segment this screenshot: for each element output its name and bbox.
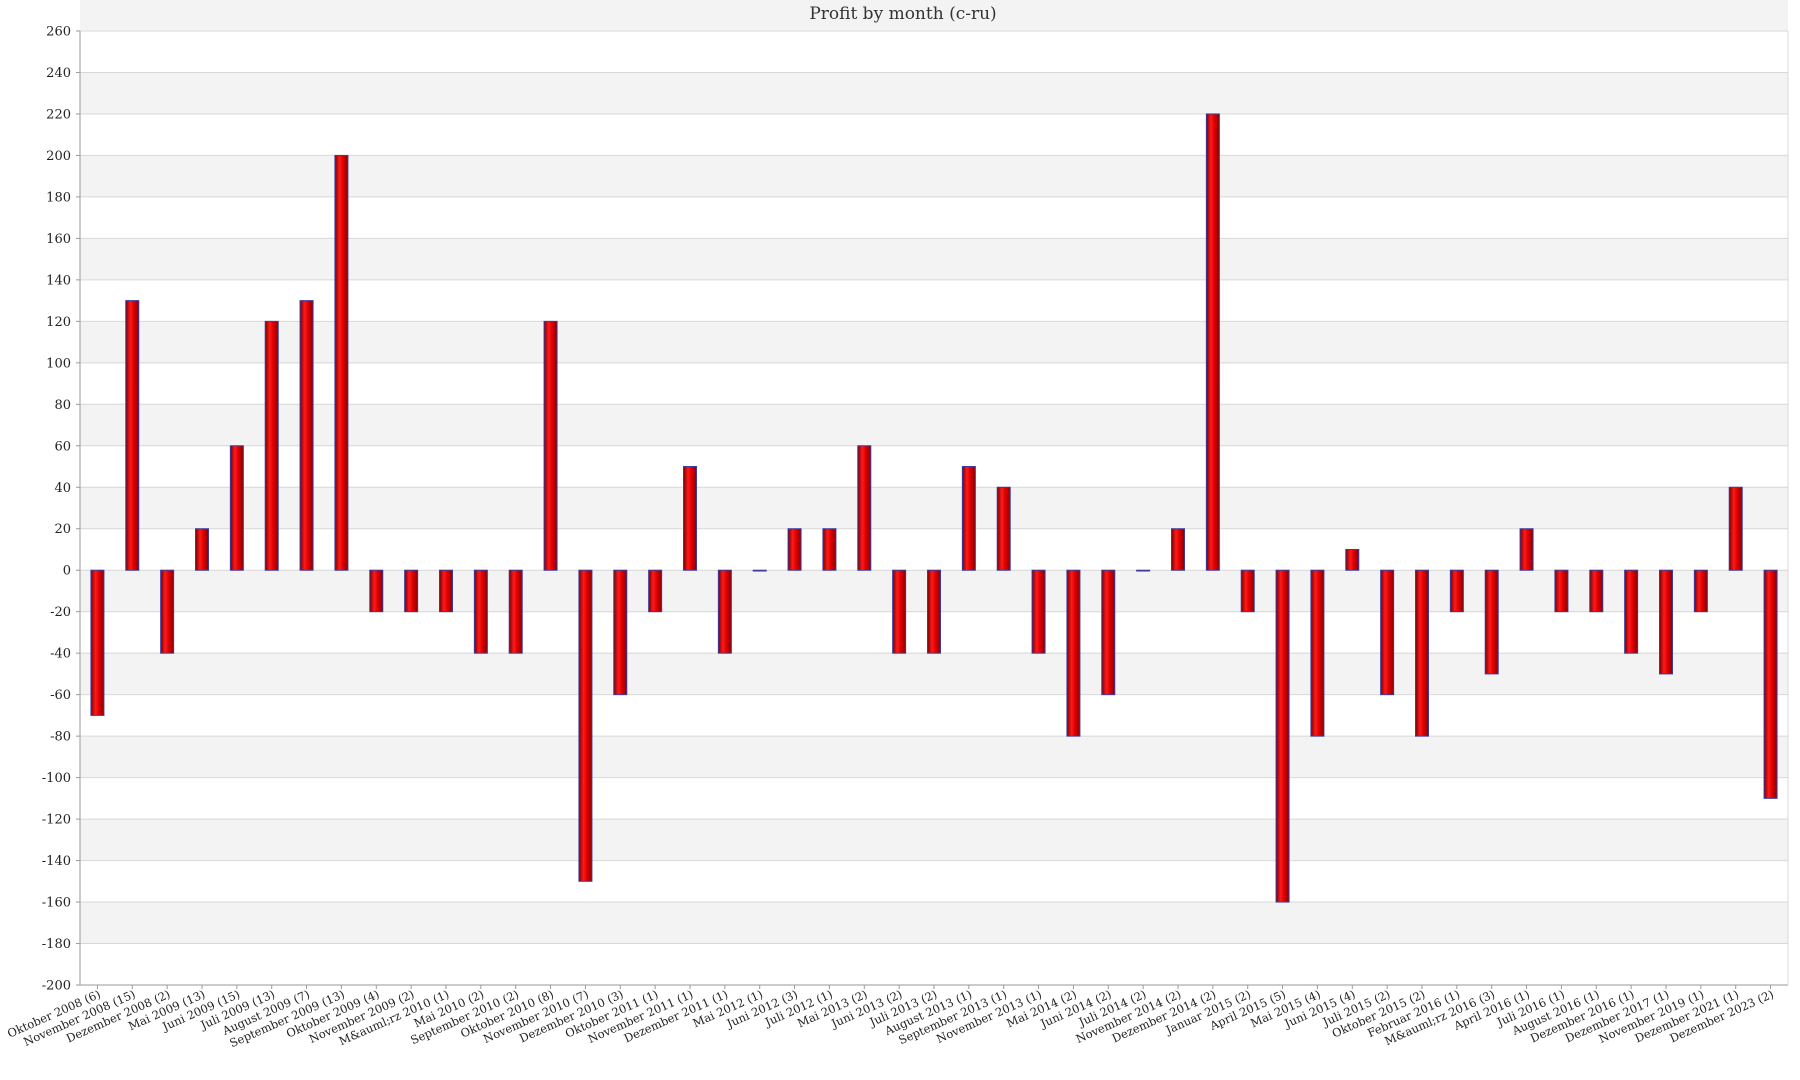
- y-tick-label: -80: [50, 730, 71, 745]
- bar: [369, 569, 384, 613]
- y-tick-label: -140: [42, 854, 71, 869]
- background-band: [80, 404, 1788, 446]
- background-band: [80, 321, 1788, 363]
- y-tick-label: 40: [54, 481, 71, 496]
- bar: [1066, 569, 1081, 737]
- bar: [648, 569, 663, 613]
- y-tick-label: 160: [46, 232, 71, 247]
- bar: [1659, 569, 1673, 675]
- bar: [439, 569, 453, 613]
- background-band: [80, 72, 1788, 114]
- bar: [473, 569, 488, 654]
- bar: [927, 569, 941, 654]
- y-tick-label: 240: [46, 66, 71, 81]
- bar: [195, 528, 209, 571]
- bar: [1589, 569, 1604, 613]
- y-tick-label: -120: [42, 813, 71, 828]
- y-tick-label: 140: [46, 273, 71, 288]
- chart-title: Profit by month (c-ru): [809, 4, 996, 24]
- y-tick-label: 80: [54, 398, 71, 413]
- bar: [1101, 569, 1116, 696]
- bar: [1519, 528, 1534, 571]
- bar: [857, 445, 872, 571]
- bar: [404, 569, 419, 613]
- y-tick-label: 180: [46, 190, 71, 205]
- bar: [578, 569, 593, 882]
- bar: [334, 154, 349, 571]
- bar: [1763, 569, 1778, 799]
- bar: [1693, 569, 1708, 613]
- x-axis-category-labels: Oktober 2008 (6)November 2008 (15)Dezemb…: [5, 987, 1776, 1050]
- bar: [1275, 569, 1290, 903]
- bar: [1554, 569, 1569, 613]
- bar: [1240, 569, 1255, 613]
- y-tick-label: 200: [46, 149, 71, 164]
- bar: [160, 569, 175, 654]
- bar: [787, 528, 802, 571]
- background-band: [80, 487, 1788, 529]
- y-tick-label: -40: [50, 647, 71, 662]
- bar: [90, 569, 105, 716]
- bar: [1310, 569, 1325, 737]
- background-band: [80, 902, 1788, 944]
- background-band: [80, 819, 1788, 861]
- bar: [1171, 528, 1185, 571]
- bar: [752, 569, 767, 572]
- bar: [1345, 548, 1360, 571]
- bar: [717, 569, 732, 654]
- bar: [508, 569, 523, 654]
- bar: [892, 569, 907, 654]
- y-tick-label: 260: [46, 25, 71, 40]
- bar: [683, 466, 697, 571]
- y-tick-label: 20: [54, 522, 71, 537]
- bar: [961, 466, 976, 571]
- bar: [1205, 113, 1220, 571]
- y-tick-label: -60: [50, 688, 71, 703]
- y-tick-label: -200: [42, 979, 71, 994]
- y-tick-label: -180: [42, 937, 71, 952]
- y-tick-label: -160: [42, 896, 71, 911]
- y-axis-tick-labels: 260240220200180160140120100806040200-20-…: [42, 25, 71, 994]
- bar: [1449, 569, 1464, 613]
- y-tick-label: -20: [50, 605, 71, 620]
- bar: [1031, 569, 1046, 654]
- bar: [1484, 569, 1499, 675]
- background-band: [80, 0, 1788, 31]
- y-tick-label: 100: [46, 356, 71, 371]
- background-band: [80, 155, 1788, 197]
- background-band: [80, 238, 1788, 280]
- gridlines: [80, 30, 1788, 986]
- bar: [264, 320, 279, 571]
- bar: [1728, 486, 1743, 571]
- plot-background-bands: [80, 0, 1788, 985]
- y-tick-label: 0: [63, 564, 71, 579]
- background-band: [80, 653, 1788, 695]
- bar: [1136, 569, 1151, 572]
- axes: [76, 30, 1789, 989]
- bar: [229, 445, 244, 571]
- bar: [543, 320, 558, 571]
- bar: [1380, 569, 1395, 696]
- bar: [1624, 569, 1639, 654]
- y-tick-label: -100: [42, 771, 71, 786]
- y-tick-label: 120: [46, 315, 71, 330]
- bar: [613, 569, 628, 696]
- y-tick-label: 60: [54, 439, 71, 454]
- bar: [996, 486, 1011, 571]
- bar: [1415, 569, 1429, 737]
- bar: [822, 528, 837, 571]
- background-band: [80, 736, 1788, 778]
- bars: [90, 113, 1778, 903]
- bar: [299, 300, 314, 571]
- bar: [125, 300, 140, 571]
- y-tick-label: 220: [46, 107, 71, 122]
